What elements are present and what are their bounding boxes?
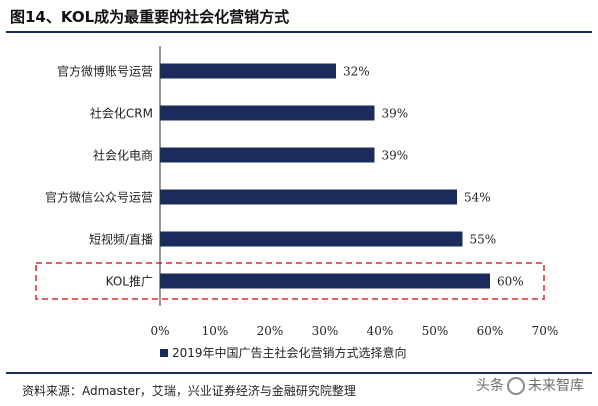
- bar-value-label: 39%: [382, 107, 409, 121]
- bar-value-label: 39%: [382, 149, 409, 163]
- category-label: 社会化电商: [93, 148, 153, 163]
- legend-label: 2019年中国广告主社会化营销方式选择意向: [172, 345, 407, 360]
- watermark-right-text: 未来智库: [528, 378, 584, 394]
- bar-value-label: 55%: [470, 233, 497, 247]
- x-tick-label: 30%: [312, 324, 339, 338]
- bar-value-label: 54%: [464, 191, 491, 205]
- bars-layer: [35, 63, 545, 300]
- header-rule: [6, 31, 592, 33]
- x-tick-label: 20%: [257, 324, 284, 338]
- bar: [160, 63, 336, 79]
- bar-chart: 32% 官方微博账号运营 39% 社会化CRM 39% 社会化电商 54% 官方微信公众号运营…: [35, 46, 558, 360]
- x-tick-label: 0%: [150, 324, 169, 338]
- bar: [160, 231, 463, 247]
- category-label: KOL推广: [106, 275, 153, 289]
- bar: [160, 147, 375, 163]
- category-label: 短视频/直播: [89, 232, 153, 247]
- x-tick-label: 50%: [422, 324, 449, 338]
- x-tick-label: 60%: [477, 324, 504, 338]
- legend-layer: 2019年中国广告主社会化营销方式选择意向: [160, 345, 407, 360]
- x-tick-label: 10%: [202, 324, 229, 338]
- axis-layer: 0% 10% 20% 30% 40% 50% 60% 70%: [150, 46, 558, 338]
- legend-swatch: [160, 349, 168, 357]
- labels-layer: 32% 官方微博账号运营 39% 社会化CRM 39% 社会化电商 54% 官方微信公众号运营…: [45, 64, 524, 289]
- bar: [160, 105, 375, 121]
- figure-title: 图14、KOL成为最重要的社会化营销方式: [10, 8, 290, 26]
- highlight-box: [35, 262, 545, 300]
- category-label: 官方微博账号运营: [57, 64, 153, 79]
- source-note: 资料来源：Admaster，艾瑞，兴业证券经济与金融研究院整理: [22, 384, 356, 398]
- x-tick-label: 70%: [532, 324, 559, 338]
- category-label: 社会化CRM: [90, 106, 153, 121]
- bar-value-label: 60%: [497, 275, 524, 289]
- bar: [160, 189, 457, 205]
- bar: [160, 273, 490, 289]
- watermark: 头条 未来智库: [476, 375, 584, 395]
- bar-value-label: 32%: [343, 65, 370, 79]
- watermark-left-text: 头条: [476, 378, 504, 394]
- x-tick-label: 40%: [367, 324, 394, 338]
- watermark-logo-icon: [507, 377, 525, 395]
- figure-header: 图14、KOL成为最重要的社会化营销方式: [0, 0, 598, 34]
- category-label: 官方微信公众号运营: [45, 190, 153, 205]
- footer-rule: [6, 372, 592, 374]
